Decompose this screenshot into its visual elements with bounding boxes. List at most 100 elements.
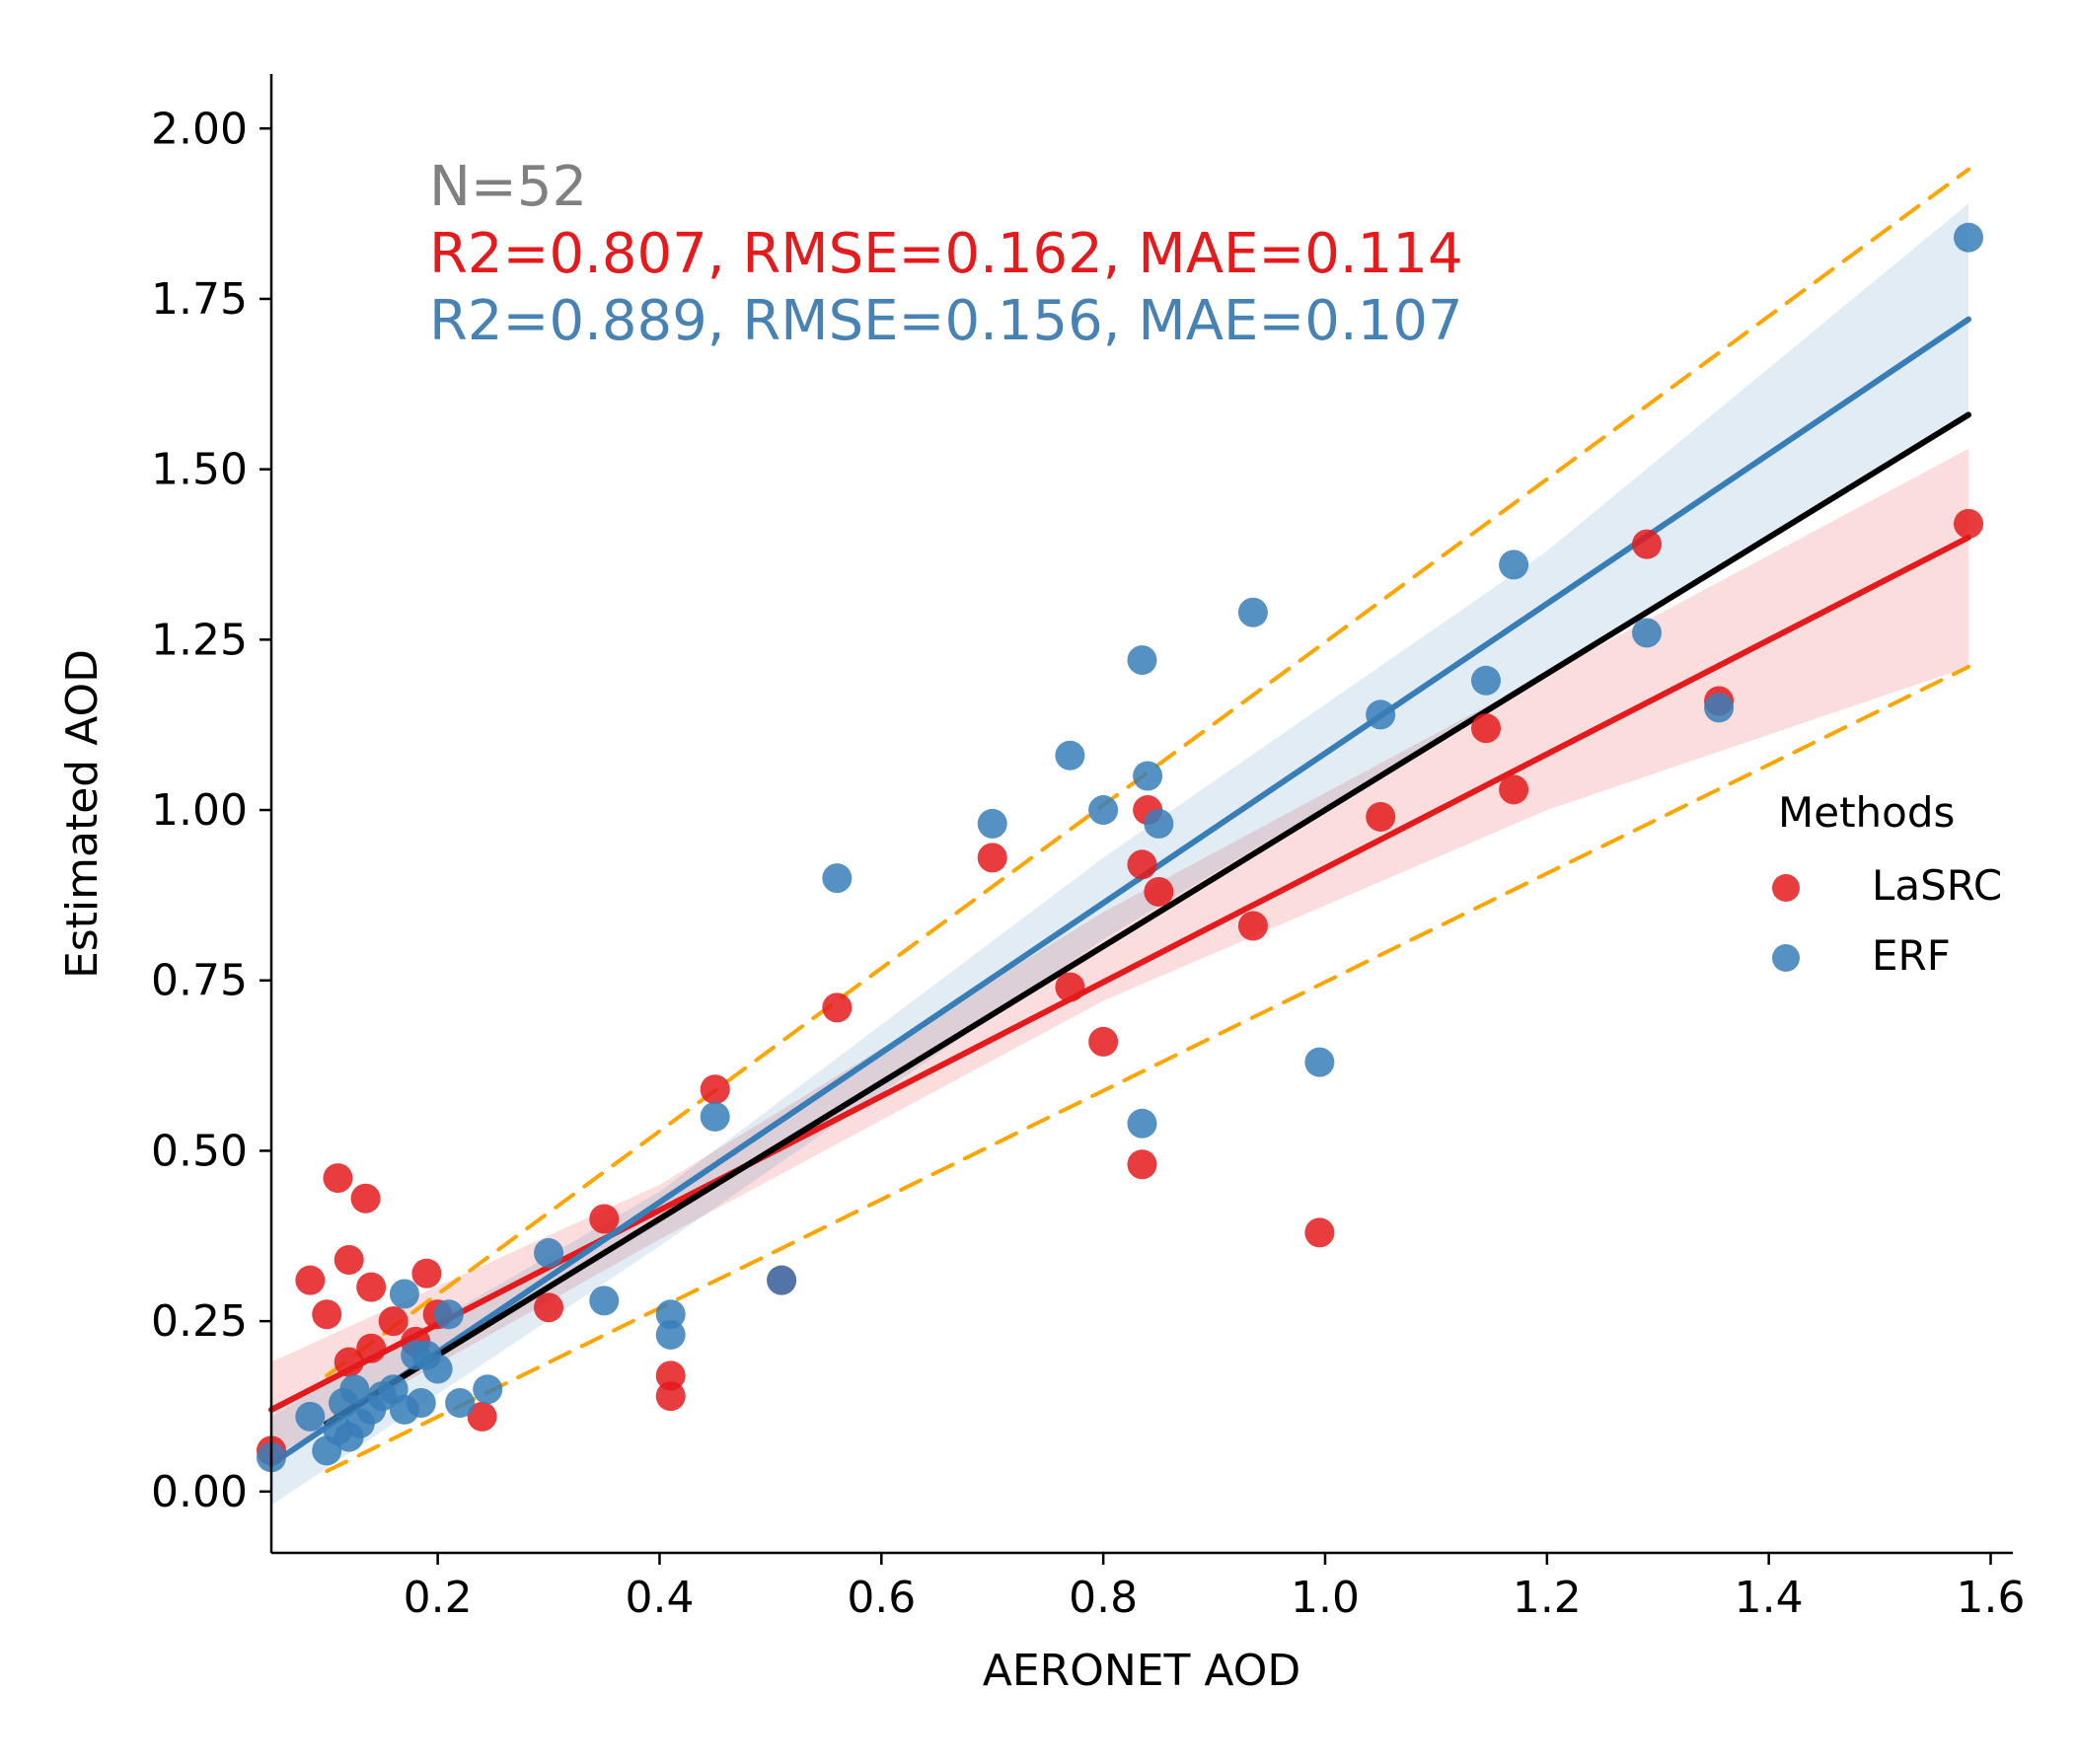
- confidence-band-erf: [271, 203, 1969, 1506]
- point-lasrc-32: [1499, 774, 1529, 805]
- confidence-band-lasrc: [271, 448, 1969, 1458]
- point-lasrc-33: [1632, 529, 1663, 559]
- point-erf-31: [1127, 645, 1157, 676]
- point-lasrc-7: [334, 1347, 364, 1377]
- point-lasrc-23: [1088, 1026, 1119, 1057]
- point-lasrc-6: [356, 1272, 387, 1302]
- fit-lines: [268, 167, 1972, 1474]
- x-tick-label: 1.0: [1291, 1573, 1360, 1623]
- point-lasrc-8: [356, 1333, 387, 1363]
- axes: [269, 74, 2013, 1555]
- point-lasrc-11: [411, 1258, 442, 1288]
- point-erf-36: [1366, 699, 1396, 730]
- point-lasrc-13: [467, 1401, 497, 1432]
- point-erf-26: [822, 863, 853, 894]
- legend-label-lasrc: LaSRC: [1872, 861, 2002, 910]
- point-erf-22: [655, 1299, 686, 1330]
- point-erf-35: [1304, 1047, 1335, 1077]
- n-annotation: N=52: [429, 155, 587, 219]
- legend-label-erf: ERF: [1872, 931, 1951, 980]
- erf-fit-line: [268, 316, 1972, 1468]
- point-lasrc-14: [534, 1292, 564, 1323]
- point-lasrc-21: [977, 843, 1007, 873]
- point-lasrc-16: [655, 1360, 686, 1391]
- point-erf-30: [1127, 1108, 1157, 1139]
- y-tick-label: 2.00: [151, 104, 248, 154]
- y-tick-label: 1.25: [151, 615, 248, 665]
- point-erf-1: [295, 1401, 326, 1432]
- point-lasrc-27: [1144, 876, 1174, 907]
- point-lasrc-3: [323, 1163, 353, 1194]
- erf-stats-annotation: R2=0.889, RMSE=0.156, MAE=0.107: [429, 289, 1463, 353]
- point-lasrc-9: [378, 1306, 408, 1337]
- confidence-bands: [271, 203, 1969, 1506]
- y-tick-label: 1.75: [151, 274, 248, 325]
- y-tick-label: 0.00: [151, 1467, 248, 1517]
- point-erf-6: [339, 1374, 370, 1405]
- x-tick-label: 0.6: [847, 1573, 916, 1623]
- point-lasrc-20: [822, 992, 853, 1023]
- y-tick-label: 0.25: [151, 1296, 248, 1347]
- point-lasrc-1: [295, 1265, 326, 1295]
- point-erf-28: [1055, 740, 1085, 771]
- point-erf-41: [1954, 222, 1984, 253]
- point-lasrc-28: [1237, 911, 1268, 941]
- point-erf-24: [700, 1101, 730, 1132]
- point-erf-19: [473, 1374, 503, 1405]
- point-lasrc-31: [1471, 713, 1502, 744]
- point-erf-17: [433, 1299, 464, 1330]
- y-ticks: 0.00 0.25 0.50 0.75 1.00 1.25 1.50 1.75 2.00: [151, 104, 271, 1517]
- point-lasrc-2: [312, 1299, 342, 1330]
- point-erf-12: [389, 1279, 419, 1309]
- point-lasrc-25: [1127, 849, 1157, 880]
- point-lasrc-15: [589, 1204, 620, 1234]
- point-erf-40: [1704, 693, 1735, 723]
- point-erf-39: [1632, 618, 1663, 648]
- x-tick-label: 1.2: [1513, 1573, 1582, 1623]
- point-lasrc-30: [1366, 801, 1396, 832]
- point-erf-27: [977, 808, 1007, 839]
- point-lasrc-35: [1954, 508, 1984, 539]
- point-erf-34: [1237, 597, 1268, 627]
- y-tick-label: 1.00: [151, 785, 248, 836]
- legend-marker-erf: [1772, 944, 1800, 972]
- legend-marker-lasrc: [1772, 874, 1800, 902]
- point-erf-18: [445, 1388, 476, 1419]
- lower-envelope-line: [325, 664, 1971, 1474]
- lasrc-stats-annotation: R2=0.807, RMSE=0.162, MAE=0.114: [429, 222, 1463, 286]
- point-erf-14: [406, 1388, 436, 1419]
- point-lasrc-29: [1304, 1217, 1335, 1248]
- point-erf-25: [767, 1265, 797, 1295]
- x-tick-label: 0.8: [1069, 1573, 1138, 1623]
- point-lasrc-22: [1055, 972, 1085, 1002]
- point-lasrc-17: [655, 1381, 686, 1412]
- y-tick-label: 0.50: [151, 1126, 248, 1176]
- x-tick-label: 0.2: [404, 1573, 473, 1623]
- point-erf-29: [1088, 795, 1119, 826]
- x-axis-label: AERONET AOD: [983, 1646, 1301, 1696]
- upper-envelope-line: [325, 167, 1971, 1378]
- point-erf-37: [1471, 665, 1502, 696]
- point-erf-38: [1499, 550, 1529, 580]
- legend: Methods LaSRC ERF: [1772, 788, 2002, 980]
- point-erf-21: [589, 1286, 620, 1316]
- x-tick-label: 1.6: [1957, 1573, 2026, 1623]
- point-erf-32: [1133, 761, 1163, 791]
- x-tick-label: 0.4: [625, 1573, 694, 1623]
- point-lasrc-4: [334, 1244, 364, 1275]
- point-erf-33: [1144, 808, 1174, 839]
- point-erf-23: [655, 1319, 686, 1350]
- x-ticks: 0.2 0.4 0.6 0.8 1.0 1.2 1.4 1.6: [404, 1553, 2026, 1623]
- lasrc-fit-line: [268, 534, 1972, 1413]
- 1-1-line-line: [324, 411, 1972, 1427]
- point-erf-16: [422, 1354, 453, 1384]
- y-tick-label: 0.75: [151, 956, 248, 1006]
- data-points: [257, 222, 1984, 1473]
- point-lasrc-5: [350, 1183, 381, 1213]
- x-tick-label: 1.4: [1735, 1573, 1804, 1623]
- point-lasrc-18: [700, 1074, 730, 1105]
- y-tick-label: 1.50: [151, 445, 248, 495]
- point-erf-20: [534, 1238, 564, 1269]
- point-lasrc-24: [1127, 1149, 1157, 1180]
